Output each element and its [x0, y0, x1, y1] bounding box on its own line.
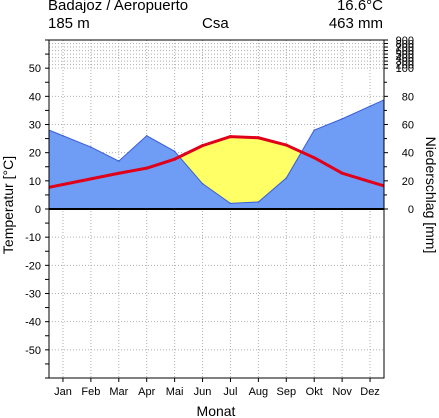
arid-period-area — [49, 99, 384, 204]
y-tick-label-left: 10 — [29, 176, 41, 188]
temperature-point — [89, 177, 93, 181]
x-tick-label: Apr — [138, 386, 155, 398]
y-axis-label-left: Temperatur [°C] — [0, 156, 16, 254]
x-axis-label: Monat — [197, 403, 236, 418]
area-fills — [49, 99, 384, 209]
temperature-point — [340, 171, 344, 175]
station-name: Badajoz / Aeropuerto — [48, 0, 189, 14]
temperature-line — [48, 135, 385, 189]
x-tick-label: Sep — [277, 386, 297, 398]
x-tick-label: Okt — [306, 386, 323, 398]
precipitation-point — [62, 134, 64, 137]
temperature-point — [145, 166, 149, 170]
y-tick-label-right: 60 — [402, 120, 414, 132]
y-tick-label-right: 40 — [402, 148, 414, 160]
y-tick-label-right: 20 — [402, 176, 414, 188]
y-tick-label-right: 700 — [396, 42, 414, 54]
y-tick-label-left: 20 — [29, 148, 41, 160]
x-tick-label: Mar — [109, 386, 128, 398]
station-altitude: 185 m — [48, 15, 90, 32]
y-tick-label-right: 100 — [396, 63, 414, 75]
x-tick-label: Aug — [249, 386, 269, 398]
annual-temperature: 16.6°C — [336, 0, 383, 14]
precipitation-point — [229, 202, 232, 205]
temperature-point — [228, 135, 232, 139]
y-tick-label-left: -30 — [25, 289, 41, 301]
y-tick-label-right: 0 — [408, 204, 414, 216]
x-tick-label: Dez — [360, 386, 380, 398]
x-tick-label: Jul — [223, 386, 237, 398]
x-tick-label: Nov — [332, 386, 352, 398]
precipitation-point — [201, 182, 204, 185]
y-tick-label-right: 200 — [396, 60, 414, 72]
climate-class: Csa — [202, 15, 229, 32]
temperature-point — [284, 143, 288, 147]
temperature-point — [61, 182, 65, 186]
precipitation-point — [341, 118, 343, 120]
x-tick-label: Jun — [194, 386, 212, 398]
temperature-point — [117, 171, 121, 175]
y-tick-label-left: -20 — [25, 260, 41, 272]
precipitation-point — [257, 201, 260, 203]
temperature-point — [201, 144, 205, 148]
y-tick-label-left: -40 — [25, 317, 41, 329]
precipitation-point — [145, 134, 148, 137]
y-tick-label-left: 50 — [29, 63, 41, 75]
temperature-point — [256, 136, 260, 140]
y-tick-label-right: 800 — [396, 39, 414, 51]
precipitation-point — [313, 129, 316, 131]
annual-precipitation: 463 mm — [328, 15, 383, 32]
y-axis-label-right: Niederschlag [mm] — [423, 137, 439, 254]
temperature-point — [173, 157, 177, 161]
x-tick-label: Mai — [166, 386, 184, 398]
y-tick-label-left: 40 — [29, 91, 41, 103]
y-tick-label-right: 300 — [396, 56, 414, 68]
y-tick-label-right: 400 — [396, 53, 414, 65]
y-tick-label-right: 500 — [396, 49, 414, 61]
y-tick-label-right: 900 — [396, 35, 414, 47]
precipitation-point — [173, 150, 176, 153]
y-tick-label-left: 30 — [29, 120, 41, 132]
precipitation-point — [369, 105, 371, 107]
x-tick-label: Jan — [54, 386, 72, 398]
temperature-point — [312, 156, 316, 160]
y-tick-label-left: -10 — [25, 232, 41, 244]
series-lines — [48, 99, 385, 205]
temperature-point — [368, 180, 372, 184]
y-tick-label-left: 0 — [35, 204, 41, 216]
axes: -50-40-30-20-100102030405002040608010020… — [25, 35, 414, 398]
precipitation-point — [90, 146, 92, 148]
precipitation-point — [285, 177, 288, 179]
y-tick-label-right: 600 — [396, 46, 414, 58]
precipitation-line — [48, 99, 385, 204]
x-tick-label: Feb — [81, 386, 100, 398]
y-tick-label-right: 80 — [402, 91, 414, 103]
y-tick-label-left: -50 — [25, 345, 41, 357]
precipitation-point — [117, 160, 120, 162]
